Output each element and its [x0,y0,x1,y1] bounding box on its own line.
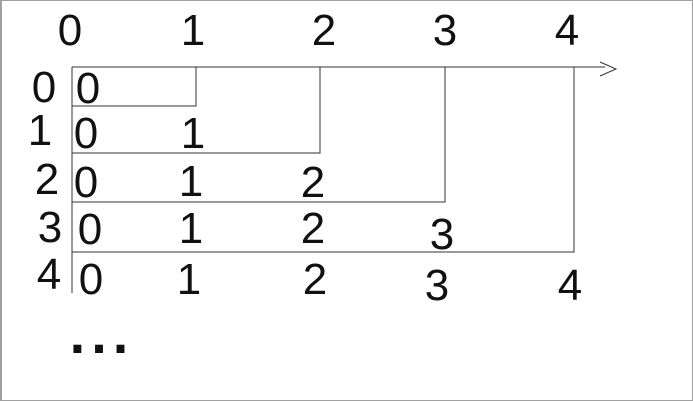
cell-value: 1 [181,109,205,158]
row-label: 3 [38,203,62,252]
axis-arrow-icon [599,61,618,77]
row-label: 2 [35,155,59,204]
ellipsis: ... [70,302,135,365]
cell-value: 0 [78,205,102,254]
cell-value: 2 [303,255,327,304]
column-label: 4 [555,6,579,55]
column-label: 1 [181,6,205,55]
row-bracket [72,67,575,253]
row-label: 1 [28,106,52,155]
cell-value: 0 [76,64,100,113]
column-label: 3 [433,6,457,55]
cell-value: 4 [558,261,582,310]
row-label: 0 [32,63,56,112]
cell-value: 0 [74,158,98,207]
cell-value: 0 [79,255,103,304]
cell-value: 1 [177,255,201,304]
cell-value: 1 [179,204,203,253]
cell-value: 1 [179,157,203,206]
row-bracket [72,67,446,203]
cell-value: 2 [301,158,325,207]
row-bracket [72,67,197,107]
row-label: 4 [37,250,61,299]
column-label: 2 [312,6,336,55]
cell-value: 3 [430,210,454,259]
cell-value: 3 [425,261,449,310]
cell-value: 0 [74,109,98,158]
column-label: 0 [58,6,82,55]
cell-value: 2 [301,204,325,253]
row-bracket [72,67,321,154]
